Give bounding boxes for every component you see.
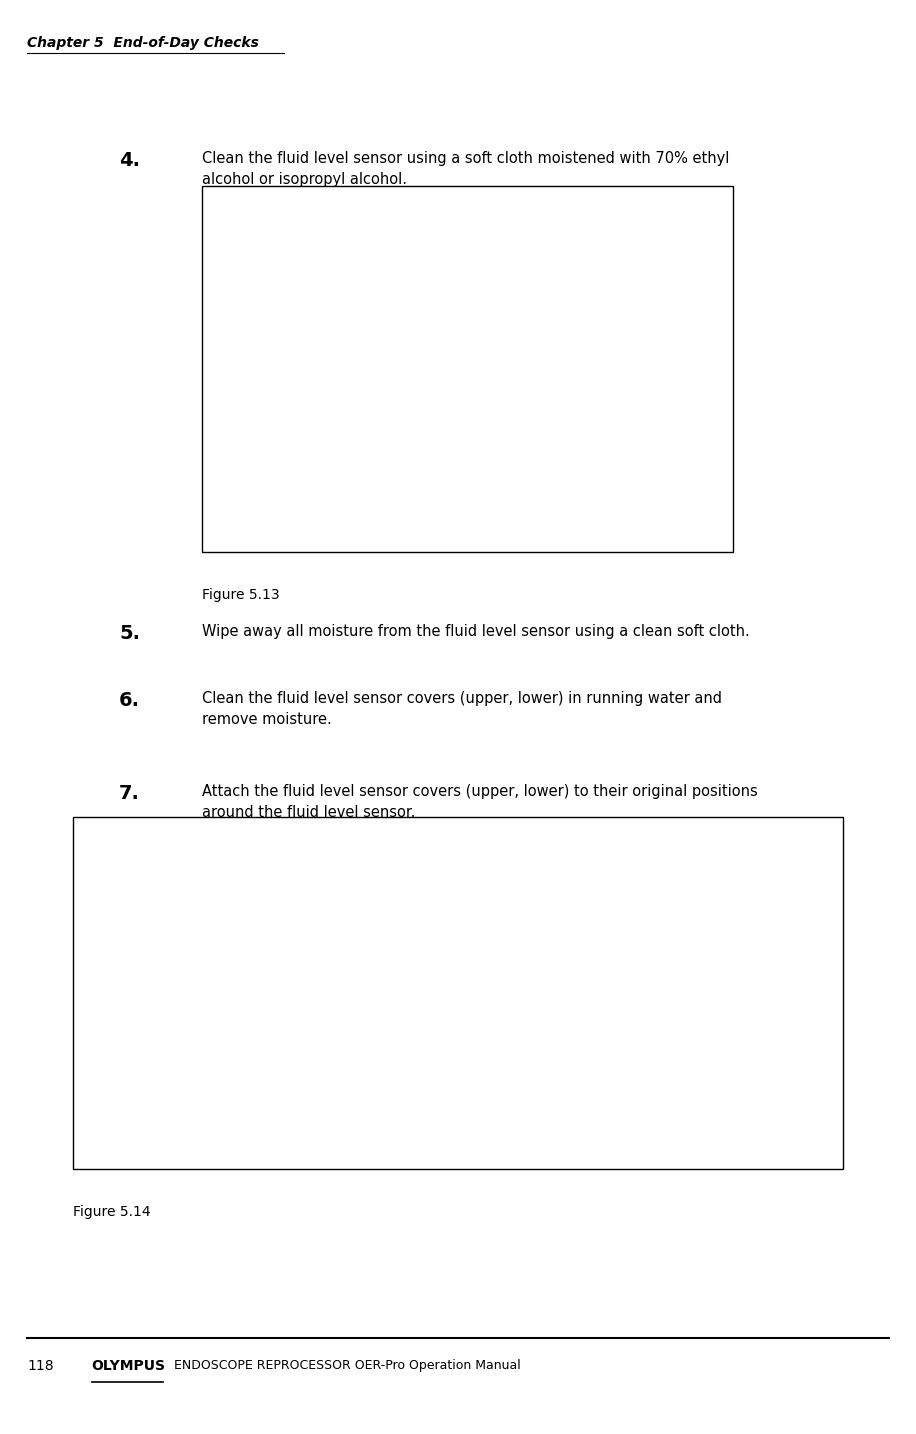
Text: Chapter 5  End-of-Day Checks: Chapter 5 End-of-Day Checks	[27, 36, 259, 50]
Bar	[202, 186, 733, 552]
Text: OLYMPUS: OLYMPUS	[92, 1359, 166, 1374]
Text: Figure 5.13: Figure 5.13	[202, 588, 279, 602]
Text: 7.: 7.	[119, 784, 140, 803]
Text: 118: 118	[27, 1359, 54, 1374]
Text: Figure 5.14: Figure 5.14	[73, 1205, 151, 1219]
Text: Wipe away all moisture from the fluid level sensor using a clean soft cloth.: Wipe away all moisture from the fluid le…	[202, 624, 749, 638]
Text: 4.: 4.	[119, 151, 140, 169]
Text: Clean the fluid level sensor covers (upper, lower) in running water and
remove m: Clean the fluid level sensor covers (upp…	[202, 691, 722, 727]
Text: Attach the fluid level sensor covers (upper, lower) to their original positions
: Attach the fluid level sensor covers (up…	[202, 784, 758, 820]
Text: 6.: 6.	[119, 691, 140, 710]
Text: 5.: 5.	[119, 624, 140, 642]
Bar	[73, 817, 843, 1169]
Text: ENDOSCOPE REPROCESSOR OER-Pro Operation Manual: ENDOSCOPE REPROCESSOR OER-Pro Operation …	[174, 1359, 521, 1372]
Text: Clean the fluid level sensor using a soft cloth moistened with 70% ethyl
alcohol: Clean the fluid level sensor using a sof…	[202, 151, 729, 186]
